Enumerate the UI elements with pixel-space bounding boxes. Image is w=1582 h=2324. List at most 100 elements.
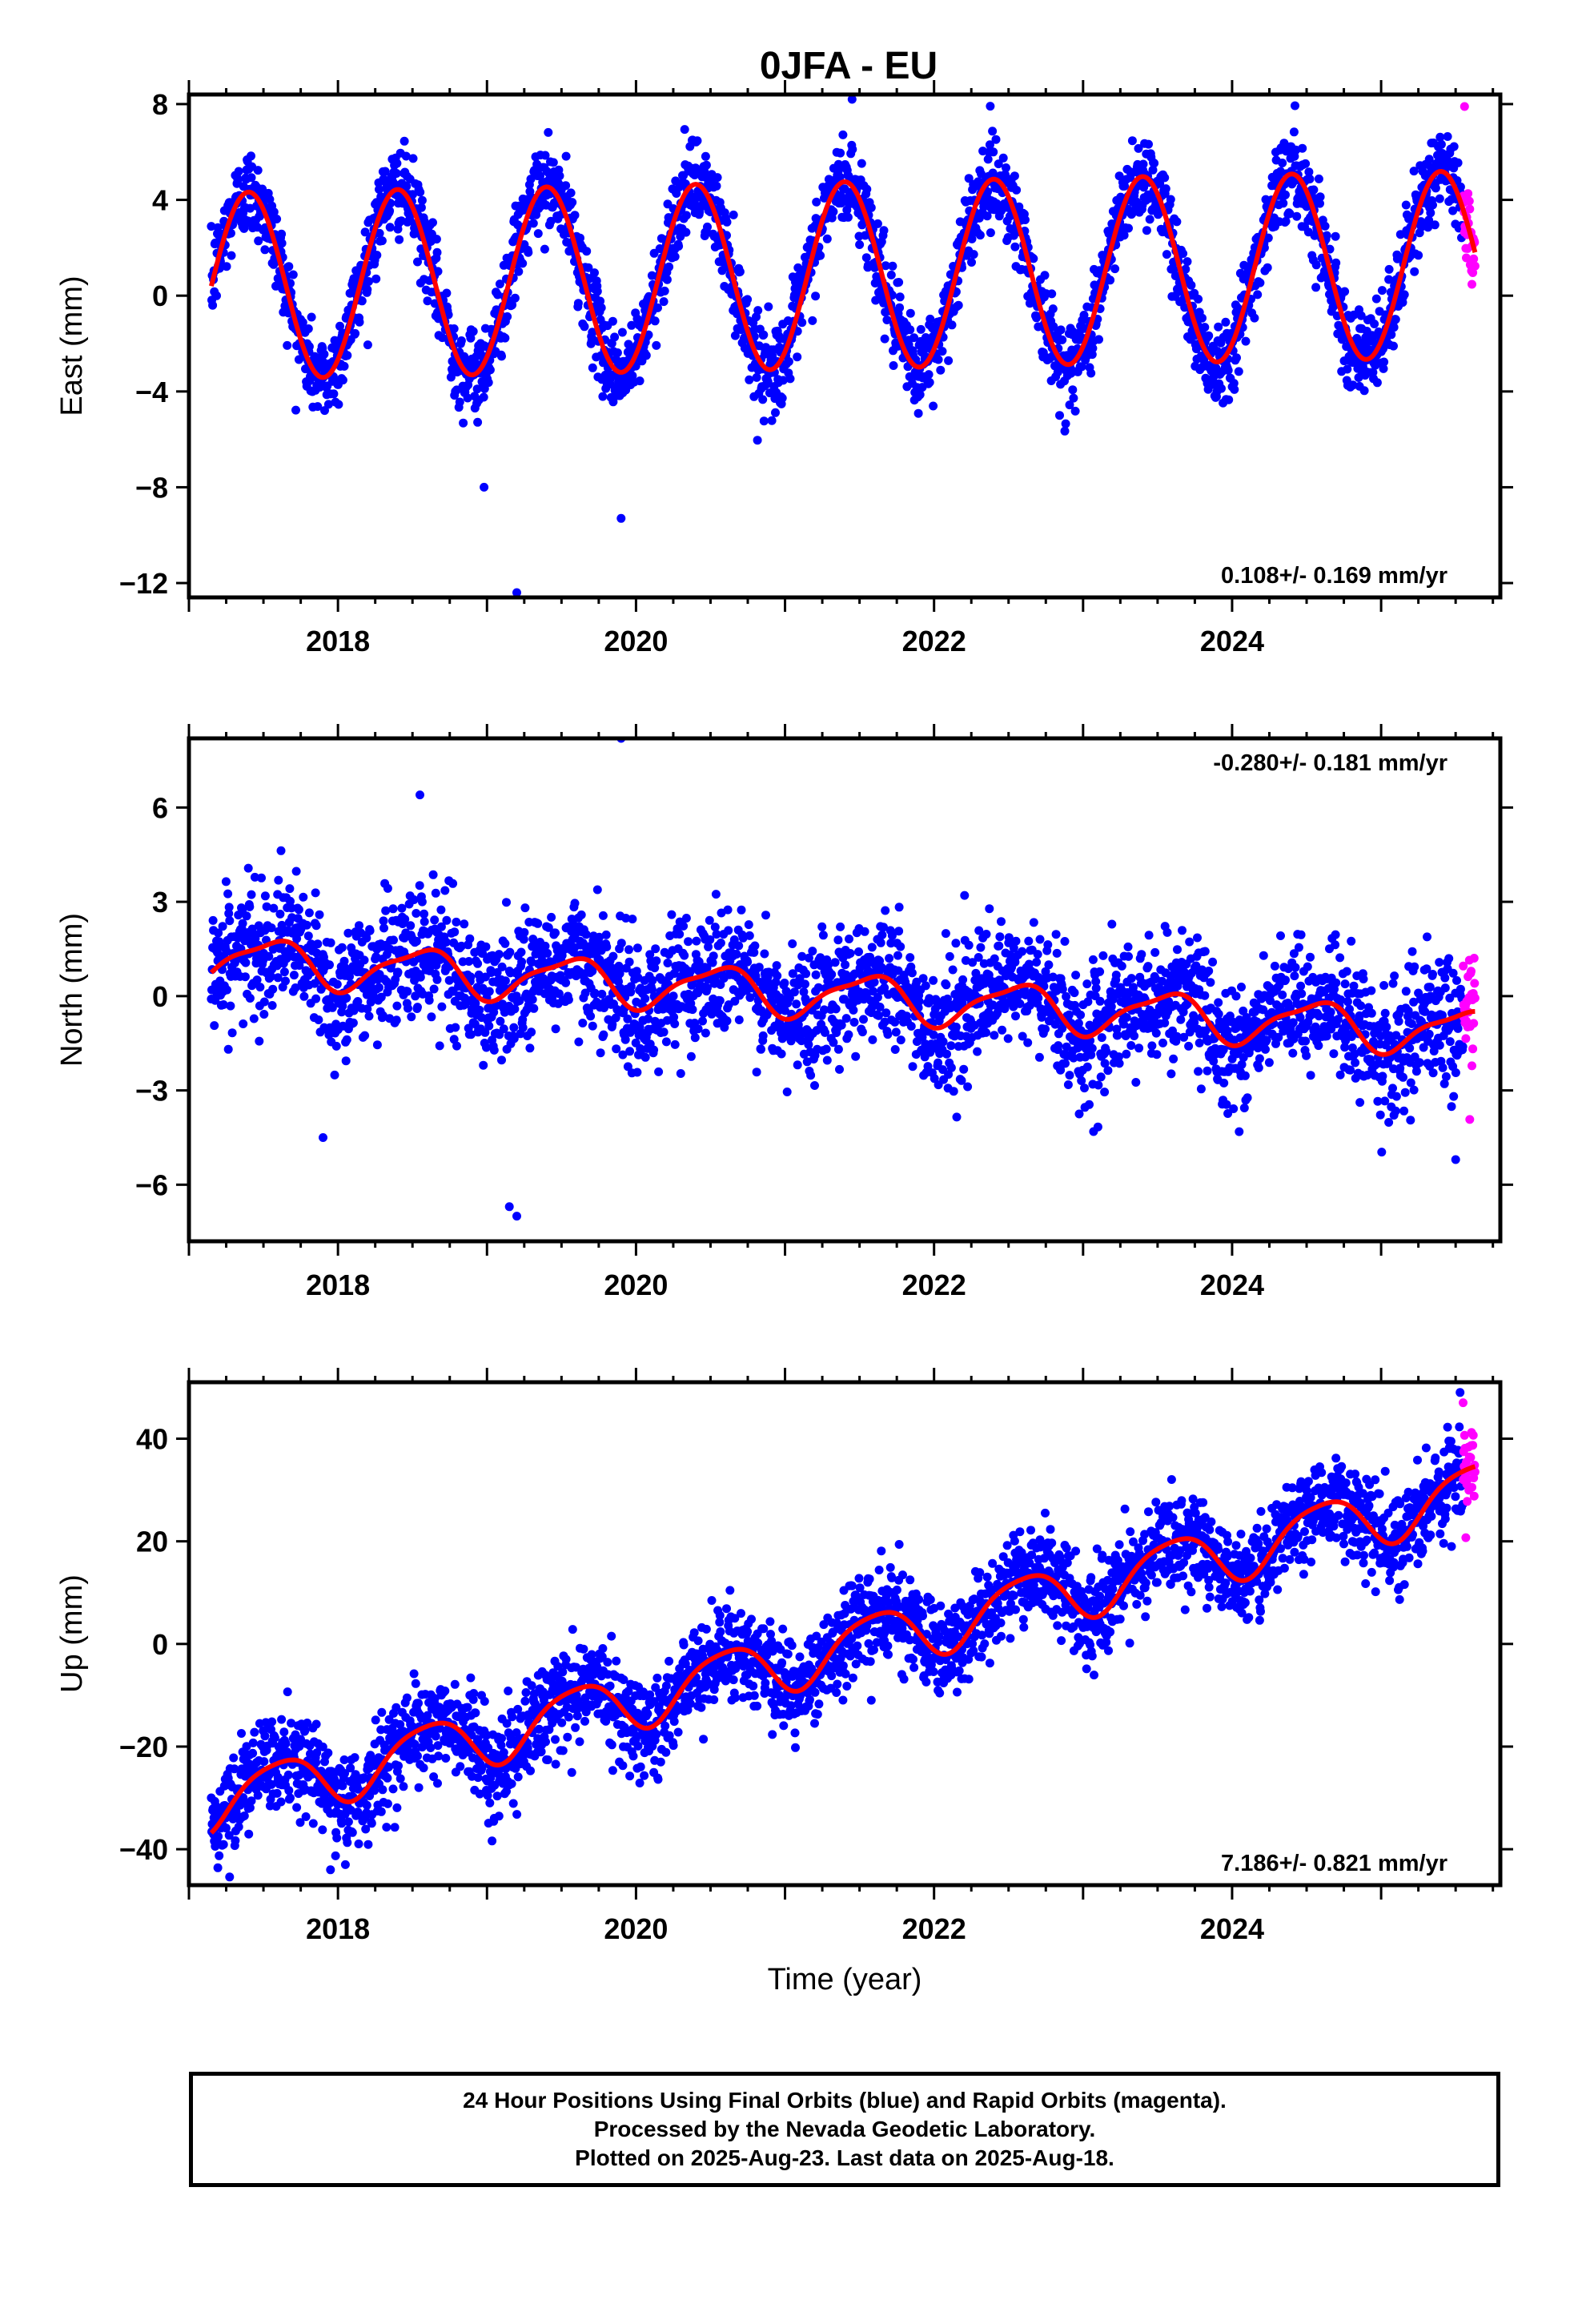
- final-point: [616, 513, 626, 523]
- final-point: [780, 979, 789, 987]
- final-point: [1040, 271, 1050, 280]
- final-point: [259, 997, 269, 1007]
- final-point: [299, 991, 309, 1001]
- final-point: [915, 390, 925, 400]
- final-point: [1428, 200, 1437, 210]
- final-point: [1144, 139, 1153, 149]
- final-point: [357, 296, 367, 306]
- final-point: [335, 321, 344, 331]
- final-point: [315, 910, 324, 919]
- final-point: [994, 941, 1004, 951]
- final-point: [914, 996, 924, 1006]
- final-point: [896, 942, 905, 951]
- final-point: [1414, 251, 1423, 260]
- final-point: [1410, 267, 1419, 276]
- final-point: [223, 985, 231, 995]
- final-point: [1172, 217, 1182, 227]
- final-point: [1384, 264, 1394, 274]
- final-point: [288, 270, 298, 279]
- final-point: [988, 127, 998, 136]
- final-point: [989, 147, 998, 157]
- final-point: [442, 915, 452, 925]
- final-point: [877, 930, 887, 939]
- final-point: [1029, 918, 1038, 927]
- final-point: [415, 881, 424, 891]
- final-point: [854, 947, 863, 956]
- final-point: [424, 995, 434, 1005]
- final-point: [602, 942, 612, 951]
- final-point: [1035, 935, 1045, 944]
- final-point: [1034, 1052, 1044, 1062]
- final-point: [973, 1047, 982, 1056]
- final-point: [753, 306, 763, 316]
- final-point: [509, 1023, 519, 1032]
- final-point: [233, 175, 243, 185]
- final-point: [1138, 159, 1148, 169]
- final-point: [1127, 136, 1137, 146]
- final-point: [247, 173, 256, 183]
- final-point: [314, 1015, 323, 1024]
- final-point: [574, 1037, 584, 1047]
- final-point: [737, 905, 746, 915]
- final-point: [339, 361, 349, 371]
- final-point: [452, 1041, 461, 1051]
- final-point: [379, 923, 388, 933]
- final-point: [578, 1019, 588, 1027]
- x-tick-label: 2020: [604, 625, 668, 657]
- final-point: [484, 987, 494, 996]
- final-point: [681, 914, 691, 923]
- final-point: [835, 172, 845, 182]
- final-point: [868, 1035, 877, 1044]
- final-point: [343, 928, 353, 938]
- final-point: [808, 316, 817, 325]
- final-point: [662, 275, 672, 284]
- final-point: [891, 1027, 901, 1037]
- final-point: [627, 320, 636, 330]
- final-point: [836, 148, 845, 158]
- final-point: [836, 922, 845, 931]
- final-point: [790, 283, 800, 293]
- final-point: [1061, 1059, 1070, 1068]
- final-point: [389, 935, 398, 945]
- final-point: [653, 303, 662, 312]
- final-point: [360, 1031, 370, 1040]
- final-point: [944, 356, 954, 365]
- final-point: [459, 418, 468, 428]
- final-point: [392, 159, 402, 168]
- final-point: [592, 287, 602, 296]
- final-point: [1371, 294, 1381, 304]
- final-point: [758, 395, 768, 404]
- final-point: [275, 909, 285, 919]
- final-point: [969, 250, 978, 259]
- final-point: [632, 943, 642, 953]
- final-point: [895, 292, 905, 302]
- final-point: [489, 1045, 499, 1055]
- final-point: [570, 211, 580, 220]
- final-point: [608, 316, 617, 326]
- final-point: [941, 929, 950, 939]
- final-point: [703, 222, 712, 231]
- final-point: [222, 262, 231, 271]
- final-point: [468, 327, 478, 336]
- final-point: [303, 324, 313, 333]
- final-point: [479, 1060, 488, 1070]
- final-point: [1204, 331, 1214, 340]
- final-point: [432, 235, 441, 244]
- final-point: [1200, 323, 1210, 332]
- final-point: [435, 1041, 444, 1051]
- final-point: [1002, 163, 1010, 172]
- final-point: [265, 195, 275, 204]
- final-point: [1436, 139, 1446, 149]
- final-point: [1291, 101, 1299, 111]
- final-point: [395, 235, 404, 244]
- final-point: [289, 971, 299, 980]
- final-point: [380, 167, 390, 176]
- final-point: [929, 975, 938, 985]
- final-point: [581, 930, 591, 939]
- final-point: [497, 352, 506, 361]
- final-point: [351, 328, 360, 338]
- final-point: [750, 941, 760, 951]
- final-point: [985, 140, 994, 150]
- final-point: [313, 939, 323, 949]
